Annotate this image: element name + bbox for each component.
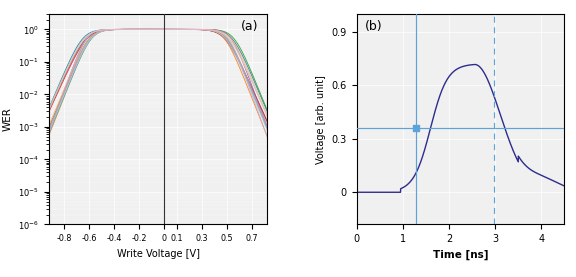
Text: (a): (a) xyxy=(241,20,259,33)
X-axis label: Time [ns]: Time [ns] xyxy=(433,250,488,260)
Y-axis label: Voltage [arb. unit]: Voltage [arb. unit] xyxy=(316,75,326,163)
Y-axis label: WER: WER xyxy=(3,107,13,131)
Text: (b): (b) xyxy=(365,20,382,33)
X-axis label: Write Voltage [V]: Write Voltage [V] xyxy=(116,249,199,259)
